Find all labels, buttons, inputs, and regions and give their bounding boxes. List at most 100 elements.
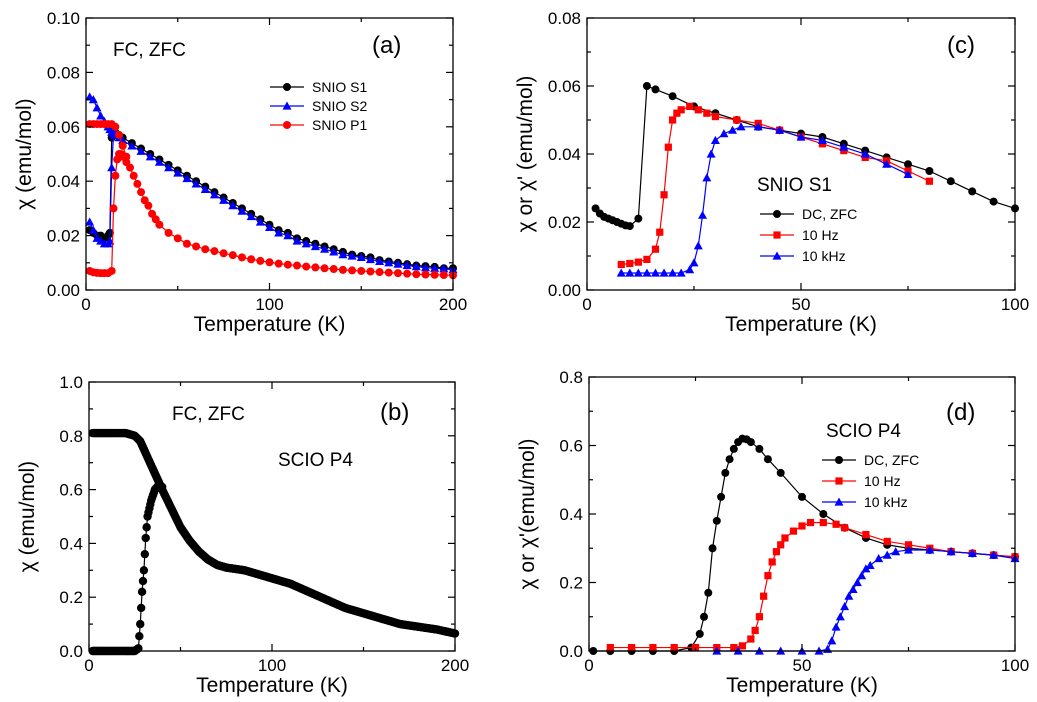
data-point [664,143,672,151]
data-point [719,129,729,138]
x-axis-title: Temperature (K) [725,313,877,336]
data-point [733,116,741,124]
data-point [925,545,935,554]
data-point [989,550,999,559]
data-point [704,588,713,597]
data-point [882,550,892,559]
data-point [191,179,201,188]
data-point [643,255,651,263]
data-point [88,225,98,234]
legend-item: SNIO P1 [270,117,367,133]
x-axis-title: Temperature (K) [196,674,348,697]
y-tick-label: 0.06 [47,118,80,137]
data-point [338,265,347,274]
data-point [819,510,828,518]
panel-label: (b) [380,399,409,426]
data-point [659,268,669,277]
data-point [107,163,117,172]
data-point [747,635,755,643]
data-point [133,179,142,188]
x-tick-label: 200 [441,656,469,675]
data-point [111,122,120,131]
data-point [781,534,789,542]
panel-c: (c) SNIO S1 0 50 100 0.00 0.02 0.04 0.06 0.08 Te… [514,9,1029,336]
data-point [118,135,128,144]
data-point [158,482,167,492]
legend-swatch-marker [773,210,781,218]
data-point [686,102,694,110]
data-point [136,619,145,629]
data-point [625,268,635,277]
x-tick-label: 50 [793,656,812,675]
x-tick-label: 0 [84,656,93,675]
data-point [925,177,933,185]
panel-d: (d) SCIO P4 0 50 100 0.0 0.2 0.4 0.6 0.8 Tempera… [516,368,1029,697]
data-point [746,438,755,447]
series-line [610,521,1016,649]
data-point [228,201,238,210]
data-point [706,149,716,158]
plot-area [88,428,460,656]
legend-label: SNIO S2 [312,98,367,114]
x-tick-label: 100 [1001,295,1029,314]
legend: SNIO S1 SNIO S2 SNIO P1 [270,79,367,133]
data-point [789,527,798,535]
y-tick-label: 0.6 [559,437,583,456]
data-point [989,197,998,206]
data-point [904,545,913,554]
data-point [819,518,827,527]
data-point [865,560,875,569]
data-point [725,455,734,464]
data-point [904,541,913,549]
data-point [357,266,366,275]
data-point [302,262,311,271]
y-tick-label: 0.08 [47,63,80,82]
data-point [115,130,124,139]
legend-label: 10 Hz [864,473,901,489]
data-point [857,571,867,580]
data-point [968,187,977,196]
data-point [127,141,137,150]
x-axis-title: Temperature (K) [726,674,878,697]
legend-item: SNIO S2 [270,98,367,114]
data-point [848,584,858,593]
data-point [292,236,302,245]
data-point [823,644,833,653]
x-tick-label: 0 [584,656,593,675]
legend-label: DC, ZFC [802,206,857,222]
data-point [145,152,155,161]
data-point [763,455,772,464]
x-tick-label: 0 [582,295,591,314]
data-point [301,239,311,248]
data-point [764,572,772,580]
data-point [420,263,430,272]
y-tick-label: 0.04 [47,172,80,191]
series-4 [85,150,131,278]
data-point [274,228,284,237]
data-point [439,271,448,280]
data-point [772,548,781,556]
series-2 [616,122,913,277]
data-point [237,206,247,215]
y-tick-label: 0.2 [559,574,583,593]
y-tick-label: 0.4 [559,505,583,524]
data-point [365,255,375,264]
data-point [375,268,384,277]
data-point [634,258,642,266]
data-point [798,522,806,530]
y-tick-label: 0.00 [47,281,80,300]
data-point [946,177,955,186]
y-tick-label: 0.8 [559,368,583,387]
x-axis-title: Temperature (K) [194,313,346,336]
series-0 [589,434,1019,655]
data-point [721,468,730,477]
data-point [861,564,871,573]
plot-area [589,434,1020,655]
data-point [736,122,746,131]
data-point [798,492,806,501]
y-axis-title: χ or χ'(emu/mol) [516,439,539,590]
data-point [107,266,116,275]
data-point [633,268,643,277]
data-point [651,245,660,253]
panel-label: (d) [946,399,975,426]
